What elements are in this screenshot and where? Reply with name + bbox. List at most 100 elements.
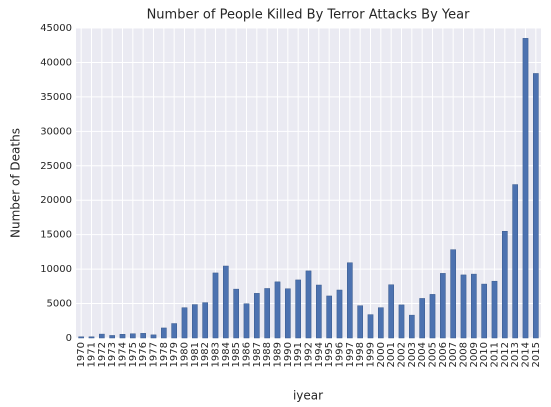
x-tick-label: 2006 <box>438 342 449 367</box>
bar <box>398 304 405 339</box>
x-tick-label: 2000 <box>376 342 387 367</box>
bar <box>357 305 364 339</box>
x-tick-label: 1977 <box>149 342 160 367</box>
x-tick-label: 2013 <box>510 342 521 367</box>
bar <box>243 303 250 339</box>
bar <box>181 307 188 339</box>
x-tick-label: 2005 <box>428 342 439 367</box>
bar <box>450 249 457 339</box>
x-tick-label: 1999 <box>366 342 377 367</box>
bar <box>481 283 488 339</box>
bar <box>274 281 281 339</box>
bar <box>305 270 312 339</box>
x-tick-label: 1979 <box>169 342 180 367</box>
bar <box>316 284 322 339</box>
bar <box>88 336 95 339</box>
x-tick-label: 1994 <box>314 342 325 367</box>
bar <box>119 334 126 339</box>
x-tick-label: 1985 <box>231 342 242 367</box>
bar <box>295 279 302 339</box>
x-tick-label: 1971 <box>87 342 98 367</box>
bar <box>491 280 498 339</box>
bar <box>171 323 177 339</box>
x-tick-label: 1986 <box>242 342 253 367</box>
x-tick-label: 1998 <box>355 342 366 367</box>
y-tick-label: 0 <box>66 333 72 344</box>
x-tick-label: 2003 <box>407 342 418 367</box>
bar <box>440 273 446 339</box>
bar <box>471 273 477 339</box>
x-tick-label: 1988 <box>262 342 273 367</box>
x-tick-label: 1989 <box>273 342 284 367</box>
bar <box>130 333 136 339</box>
y-tick-label: 15000 <box>40 230 72 241</box>
bar <box>223 265 229 339</box>
x-tick-label: 1984 <box>221 342 232 367</box>
y-tick-label: 40000 <box>40 57 72 68</box>
bar <box>336 289 343 339</box>
x-tick-label: 2015 <box>531 342 542 367</box>
bar <box>78 336 85 339</box>
bar <box>347 262 353 339</box>
bar <box>140 333 146 339</box>
y-tick-label: 20000 <box>40 195 72 206</box>
bar <box>522 38 529 339</box>
bar <box>161 327 167 339</box>
y-tick-label: 35000 <box>40 92 72 103</box>
y-tick-label: 25000 <box>40 161 72 172</box>
chart-title: Number of People Killed By Terror Attack… <box>147 8 470 23</box>
bar <box>285 288 291 339</box>
bar <box>533 73 539 339</box>
x-tick-label: 1982 <box>200 342 211 367</box>
x-tick-label: 1975 <box>128 342 139 367</box>
bar <box>192 304 198 339</box>
bar <box>233 288 239 339</box>
x-tick-label: 1973 <box>107 342 118 367</box>
bar <box>502 230 508 339</box>
x-tick-label: 1981 <box>190 342 201 367</box>
bar <box>419 298 426 339</box>
bar <box>150 334 157 339</box>
x-tick-label: 1987 <box>252 342 263 367</box>
bar <box>109 335 116 339</box>
y-tick-label: 10000 <box>40 264 72 275</box>
x-tick-label: 2001 <box>386 342 397 367</box>
x-tick-label: 1974 <box>118 342 129 367</box>
x-tick-label: 1996 <box>335 342 346 367</box>
x-tick-label: 2007 <box>448 342 459 367</box>
x-tick-label: 1970 <box>76 342 87 367</box>
y-axis-label: Number of Deaths <box>9 128 23 238</box>
bar <box>99 333 105 339</box>
x-tick-label: 2008 <box>459 342 470 367</box>
x-tick-label: 1990 <box>283 342 294 367</box>
x-tick-label: 1980 <box>180 342 191 367</box>
x-tick-label: 1983 <box>211 342 222 367</box>
x-tick-label: 1991 <box>293 342 304 367</box>
x-axis-label: iyear <box>293 389 323 403</box>
x-tick-label: 1995 <box>324 342 335 367</box>
x-tick-label: 2010 <box>479 342 490 367</box>
x-tick-label: 2012 <box>500 342 511 367</box>
bar <box>429 294 436 339</box>
x-tick-label: 1992 <box>304 342 315 367</box>
x-tick-label: 1997 <box>345 342 356 367</box>
x-tick-label: 2004 <box>417 342 428 367</box>
x-tick-label: 2002 <box>397 342 408 367</box>
bar <box>212 272 219 339</box>
y-tick-label: 45000 <box>40 23 72 34</box>
bar <box>254 293 260 339</box>
y-tick-label: 30000 <box>40 126 72 137</box>
x-tick-label: 2014 <box>521 342 532 367</box>
x-tick-label: 1972 <box>97 342 108 367</box>
bar <box>326 295 333 339</box>
x-tick-label: 2009 <box>469 342 480 367</box>
x-tick-label: 1978 <box>159 342 170 367</box>
bar <box>264 288 271 339</box>
bar <box>367 314 374 339</box>
x-tick-label: 2011 <box>490 342 501 367</box>
bar <box>388 284 395 339</box>
bar <box>409 314 415 339</box>
bar <box>460 274 467 339</box>
bar <box>378 307 384 339</box>
